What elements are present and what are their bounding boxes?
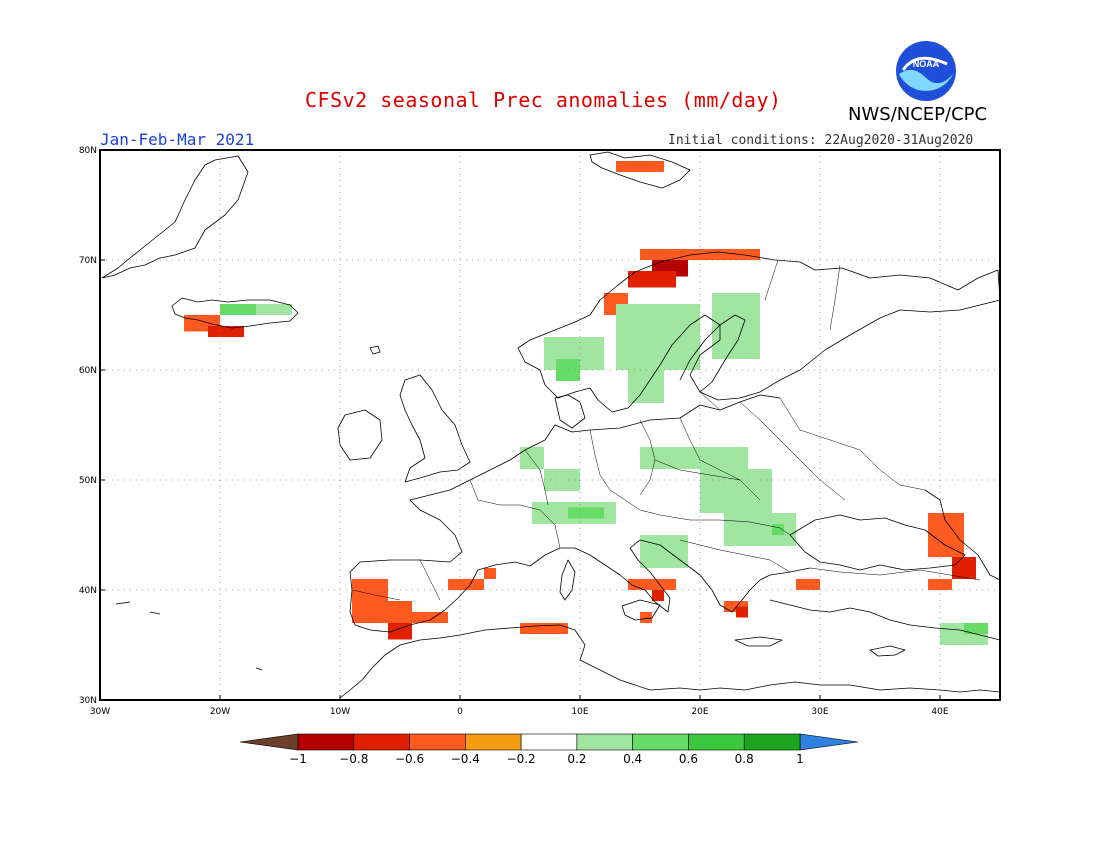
anomaly-patch (700, 469, 772, 513)
lat-tick-label: 50N (79, 476, 97, 486)
anomaly-patch (220, 304, 256, 315)
anomaly-patch (568, 507, 604, 519)
anomaly-patch (640, 447, 748, 469)
anomaly-patch (964, 623, 988, 634)
colorbar-label: −0.2 (507, 752, 536, 766)
anomaly-patches (184, 161, 988, 645)
lon-tick-label: 10W (330, 707, 350, 717)
colorbar-labels: −1 −0.8 −0.6 −0.4 −0.2 0.2 0.4 0.6 0.8 1 (289, 752, 804, 766)
colorbar-cell (297, 733, 355, 751)
anomaly-patch (388, 623, 412, 640)
colorbar-label: −1 (289, 752, 307, 766)
anomaly-patch (928, 513, 964, 557)
lon-tick-label: 20W (210, 707, 230, 717)
chart-title: CFSv2 seasonal Prec anomalies (mm/day) (305, 88, 782, 112)
lon-tick-label: 0 (457, 707, 463, 717)
lat-tick-label: 70N (79, 256, 97, 266)
period-label: Jan-Feb-Mar 2021 (100, 130, 255, 149)
lon-tick-label: 10E (571, 707, 588, 717)
colorbar-cell (520, 733, 578, 751)
noaa-logo-text: NOAA (913, 59, 940, 69)
lat-tick-label: 30N (79, 696, 97, 706)
anomaly-patch (652, 590, 664, 601)
anomaly-patch (628, 271, 676, 288)
coastlines (101, 151, 1001, 699)
colorbar-cells (239, 733, 859, 751)
anomaly-patch (484, 568, 496, 579)
noaa-logo: NOAA (896, 41, 956, 101)
lat-tick-label: 40N (79, 586, 97, 596)
colorbar-cell (632, 733, 689, 751)
anomaly-patch (640, 535, 688, 568)
map-frame (99, 149, 1001, 701)
map-gridlines (100, 150, 1000, 700)
colorbar-label: −0.4 (451, 752, 480, 766)
colorbar-cell (353, 733, 410, 751)
colorbar-arrow-max (799, 733, 859, 751)
anomaly-patch (448, 579, 484, 590)
colorbar-label: 0.2 (567, 752, 586, 766)
colorbar-label: 0.4 (623, 752, 642, 766)
anomaly-patch (772, 524, 784, 535)
colorbar-label: −0.8 (339, 752, 368, 766)
anomaly-patch (616, 161, 664, 172)
anomaly-patch (736, 606, 748, 618)
lon-tick-label: 20E (691, 707, 708, 717)
colorbar-cell (576, 733, 633, 751)
agency-label: NWS/NCEP/CPC (848, 104, 988, 125)
colorbar-label: 0.6 (679, 752, 698, 766)
anomaly-patch (640, 249, 724, 260)
lon-tick-label: 40E (931, 707, 948, 717)
colorbar-label: 1 (796, 752, 804, 766)
colorbar-arrow-min (239, 733, 299, 751)
initial-conditions-label: Initial conditions: 22Aug2020-31Aug2020 (668, 133, 974, 148)
lon-tick-label: 30W (90, 707, 110, 717)
colorbar-cell (688, 733, 745, 751)
anomaly-patch (520, 623, 568, 634)
anomaly-patch (412, 612, 448, 623)
anomaly-patch (352, 579, 388, 623)
map-ticks (99, 149, 941, 701)
anomaly-patch (520, 447, 544, 469)
anomaly-patch (616, 304, 700, 370)
map-tick-labels: 30W 20W 10W 0 10E 20E 30E 40E 30N 40N 50N 60N 70N 80N (79, 146, 949, 717)
colorbar-cell (465, 733, 522, 751)
colorbar-label: −0.6 (395, 752, 424, 766)
anomaly-patch (928, 579, 952, 590)
country-borders (351, 259, 981, 601)
anomaly-patch (640, 612, 652, 623)
colorbar-label: 0.8 (735, 752, 754, 766)
anomaly-patch (628, 579, 676, 590)
lon-tick-label: 30E (811, 707, 828, 717)
anomaly-patch (256, 304, 292, 315)
lat-tick-label: 80N (79, 146, 97, 156)
lat-tick-label: 60N (79, 366, 97, 376)
colorbar-cell (743, 733, 801, 751)
anomaly-patch (208, 326, 244, 337)
anomaly-patch (796, 579, 820, 590)
colorbar-cell (409, 733, 466, 751)
